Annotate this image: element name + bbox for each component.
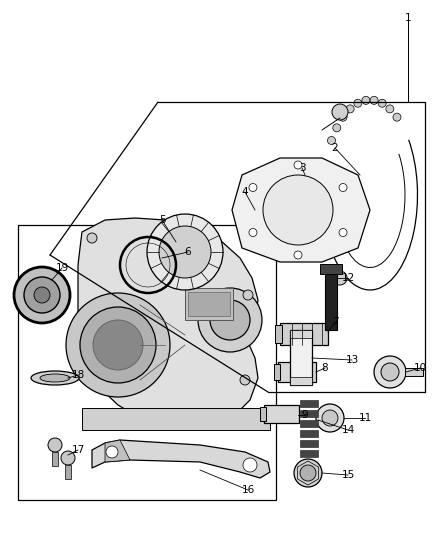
Bar	[65, 465, 71, 479]
Bar	[300, 420, 318, 427]
Circle shape	[61, 451, 75, 465]
Circle shape	[381, 363, 399, 381]
Text: 10: 10	[413, 363, 427, 373]
Circle shape	[193, 223, 203, 233]
Circle shape	[34, 287, 50, 303]
Circle shape	[198, 288, 262, 352]
Circle shape	[249, 183, 257, 191]
Circle shape	[210, 300, 250, 340]
Text: 15: 15	[341, 470, 355, 480]
Bar	[300, 400, 318, 407]
Polygon shape	[92, 440, 270, 478]
Circle shape	[339, 113, 347, 121]
Circle shape	[374, 356, 406, 388]
Text: 2: 2	[332, 143, 338, 153]
Text: 8: 8	[321, 363, 328, 373]
Text: 9: 9	[302, 410, 308, 420]
Circle shape	[87, 233, 97, 243]
Circle shape	[322, 410, 338, 426]
Bar	[300, 440, 318, 447]
Circle shape	[93, 320, 143, 370]
Text: 14: 14	[341, 425, 355, 435]
Circle shape	[300, 465, 316, 481]
Bar	[264, 405, 299, 423]
Circle shape	[328, 136, 336, 144]
Circle shape	[362, 96, 370, 104]
Circle shape	[299, 169, 311, 181]
Bar	[188, 292, 230, 316]
Text: 3: 3	[299, 163, 305, 173]
Circle shape	[263, 175, 333, 245]
Circle shape	[386, 105, 394, 113]
Bar	[320, 264, 342, 274]
Circle shape	[354, 99, 362, 107]
Circle shape	[370, 96, 378, 104]
Circle shape	[24, 277, 60, 313]
Polygon shape	[82, 408, 270, 430]
Circle shape	[159, 226, 211, 278]
Text: 11: 11	[358, 413, 371, 423]
Circle shape	[333, 124, 341, 132]
Text: 18: 18	[71, 370, 85, 380]
Bar	[52, 452, 58, 466]
Text: 16: 16	[241, 485, 254, 495]
Bar	[290, 377, 312, 385]
Circle shape	[333, 271, 347, 285]
Text: 12: 12	[341, 273, 355, 283]
Circle shape	[48, 438, 62, 452]
Circle shape	[106, 446, 118, 458]
Bar	[405, 368, 423, 376]
Bar	[185, 288, 233, 320]
Bar	[280, 323, 328, 345]
Text: 1: 1	[405, 13, 411, 23]
Circle shape	[243, 458, 257, 472]
Circle shape	[316, 404, 344, 432]
Circle shape	[346, 105, 354, 113]
Text: 7: 7	[332, 317, 338, 327]
Polygon shape	[105, 440, 130, 462]
Circle shape	[66, 293, 170, 397]
Circle shape	[14, 267, 70, 323]
Circle shape	[294, 251, 302, 259]
Circle shape	[80, 307, 156, 383]
Circle shape	[243, 290, 253, 300]
Bar	[18, 225, 276, 500]
Ellipse shape	[31, 371, 79, 385]
Bar	[300, 430, 318, 437]
Circle shape	[103, 419, 113, 429]
Bar	[325, 268, 337, 330]
Circle shape	[294, 161, 302, 169]
Text: 13: 13	[346, 355, 359, 365]
Text: 6: 6	[185, 247, 191, 257]
Circle shape	[249, 229, 257, 237]
Circle shape	[393, 113, 401, 121]
Bar	[275, 325, 282, 343]
Circle shape	[147, 214, 223, 290]
Text: 5: 5	[159, 215, 165, 225]
Polygon shape	[78, 218, 258, 428]
Circle shape	[240, 375, 250, 385]
Bar	[274, 364, 280, 380]
Bar	[260, 407, 266, 421]
Circle shape	[332, 104, 348, 120]
Text: 19: 19	[55, 263, 69, 273]
Bar	[300, 450, 318, 457]
Circle shape	[339, 229, 347, 237]
Circle shape	[378, 99, 386, 107]
Ellipse shape	[40, 374, 70, 382]
Polygon shape	[232, 158, 370, 262]
Bar	[278, 362, 316, 382]
Text: 4: 4	[242, 187, 248, 197]
Text: 17: 17	[71, 445, 85, 455]
Bar	[290, 330, 312, 338]
Circle shape	[294, 459, 322, 487]
Bar	[290, 330, 312, 385]
Circle shape	[339, 183, 347, 191]
Bar	[300, 410, 318, 417]
